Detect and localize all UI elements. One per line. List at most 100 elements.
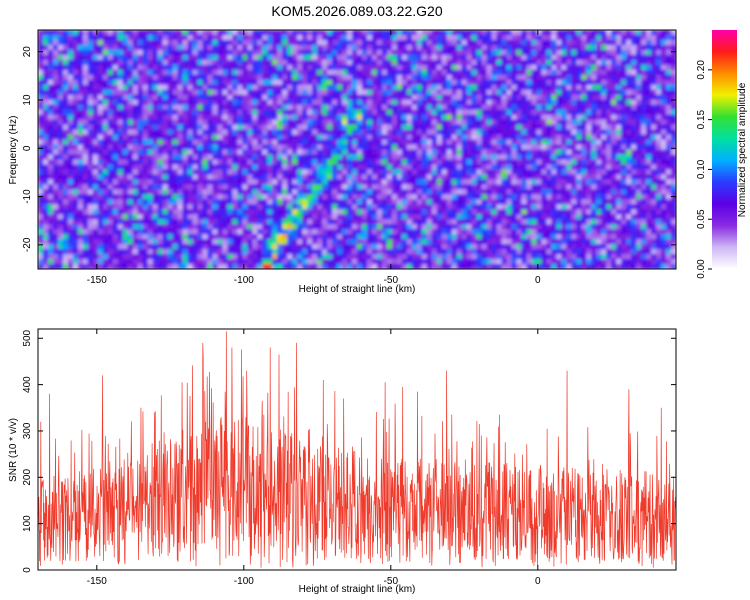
heatmap-cell (376, 194, 383, 200)
heatmap-cell (416, 119, 423, 126)
heatmap-cell (62, 94, 69, 101)
heatmap-cell (516, 169, 523, 175)
heatmap-cell (436, 199, 443, 205)
heatmap-cell (132, 59, 139, 66)
heatmap-cell (87, 89, 94, 96)
heatmap-cell (596, 199, 602, 205)
heatmap-cell (491, 54, 498, 61)
heatmap-cell (601, 144, 607, 151)
heatmap-cell (227, 39, 233, 46)
heatmap-cell (416, 30, 423, 36)
heatmap-cell (451, 64, 458, 71)
heatmap-cell (516, 109, 523, 116)
heatmap-cell (92, 149, 99, 156)
heatmap-cell (222, 159, 228, 166)
heatmap-cell (466, 69, 473, 76)
heatmap-cell (357, 84, 363, 91)
heatmap-cell (556, 34, 562, 41)
heatmap-cell (521, 104, 528, 111)
heatmap-cell (616, 114, 622, 121)
heatmap-cell (152, 59, 159, 66)
heatmap-cell (451, 109, 458, 116)
heatmap-cell (38, 169, 44, 175)
heatmap-cell (192, 154, 199, 161)
heatmap-cell (606, 189, 612, 195)
heatmap-cell (546, 154, 552, 161)
heatmap-cell (371, 89, 378, 96)
heatmap-cell (416, 79, 423, 86)
heatmap-cell (416, 34, 423, 41)
heatmap-cell (222, 49, 228, 56)
heatmap-cell (187, 164, 194, 171)
heatmap-cell (257, 144, 263, 151)
heatmap-cell (337, 184, 343, 190)
heatmap-cell (332, 179, 338, 185)
heatmap-cell (641, 119, 647, 126)
heatmap-cell (232, 139, 238, 146)
heatmap-cell (272, 114, 278, 121)
heatmap-cell (656, 214, 662, 220)
heatmap-cell (38, 49, 44, 56)
heatmap-cell (381, 199, 388, 205)
heatmap-cell (476, 30, 483, 36)
heatmap-cell (302, 184, 308, 190)
heatmap-cell (342, 44, 348, 51)
heatmap-cell (651, 109, 657, 116)
heatmap-cell (292, 79, 298, 86)
heatmap-cell (117, 84, 124, 91)
heatmap-cell (212, 184, 219, 190)
heatmap-cell (646, 44, 652, 51)
heatmap-cell (77, 99, 84, 106)
heatmap-cell (441, 104, 448, 111)
heatmap-cell (516, 174, 523, 180)
heatmap-cell (421, 44, 428, 51)
heatmap-cell (596, 144, 602, 151)
heatmap-cell (167, 209, 174, 215)
heatmap-cell (591, 119, 597, 126)
heatmap-cell (436, 94, 443, 101)
heatmap-cell (132, 209, 139, 215)
heatmap-cell (501, 154, 508, 161)
heatmap-cell (327, 139, 333, 146)
heatmap-cell (147, 129, 154, 136)
heatmap-cell (287, 189, 293, 195)
heatmap-cell (182, 64, 189, 71)
heatmap-cell (132, 114, 139, 121)
heatmap-cell (172, 39, 179, 46)
heatmap-cell (601, 69, 607, 76)
heatmap-cell (631, 189, 637, 195)
heatmap-cell (526, 204, 533, 210)
heatmap-cell (177, 139, 184, 146)
heatmap-cell (496, 74, 503, 81)
heatmap-cell (441, 194, 448, 200)
heatmap-cell (337, 79, 343, 86)
heatmap-cell (347, 59, 353, 66)
heatmap-cell (202, 194, 209, 200)
heatmap-cell (561, 59, 567, 66)
heatmap-cell (396, 39, 403, 46)
heatmap-cell (526, 104, 533, 111)
heatmap-cell (87, 104, 94, 111)
heatmap-cell (77, 39, 84, 46)
heatmap-cell (307, 109, 313, 116)
heatmap-cell (671, 189, 676, 195)
heatmap-cell (626, 129, 632, 136)
heatmap-cell (207, 194, 214, 200)
heatmap-cell (207, 119, 214, 126)
heatmap-cell (202, 84, 209, 91)
heatmap-cell (576, 149, 582, 156)
heatmap-cell (57, 149, 64, 156)
heatmap-cell (511, 84, 518, 91)
heatmap-cell (247, 94, 253, 101)
heatmap-cell (342, 30, 348, 36)
heatmap-cell (162, 169, 169, 175)
heatmap-cell (207, 169, 214, 175)
heatmap-cell (591, 184, 597, 190)
heatmap-cell (576, 64, 582, 71)
heatmap-cell (352, 169, 358, 175)
heatmap-cell (556, 59, 562, 66)
heatmap-cell (641, 219, 647, 225)
heatmap-cell (381, 94, 388, 101)
heatmap-cell (661, 94, 667, 101)
heatmap-cell (486, 159, 493, 166)
